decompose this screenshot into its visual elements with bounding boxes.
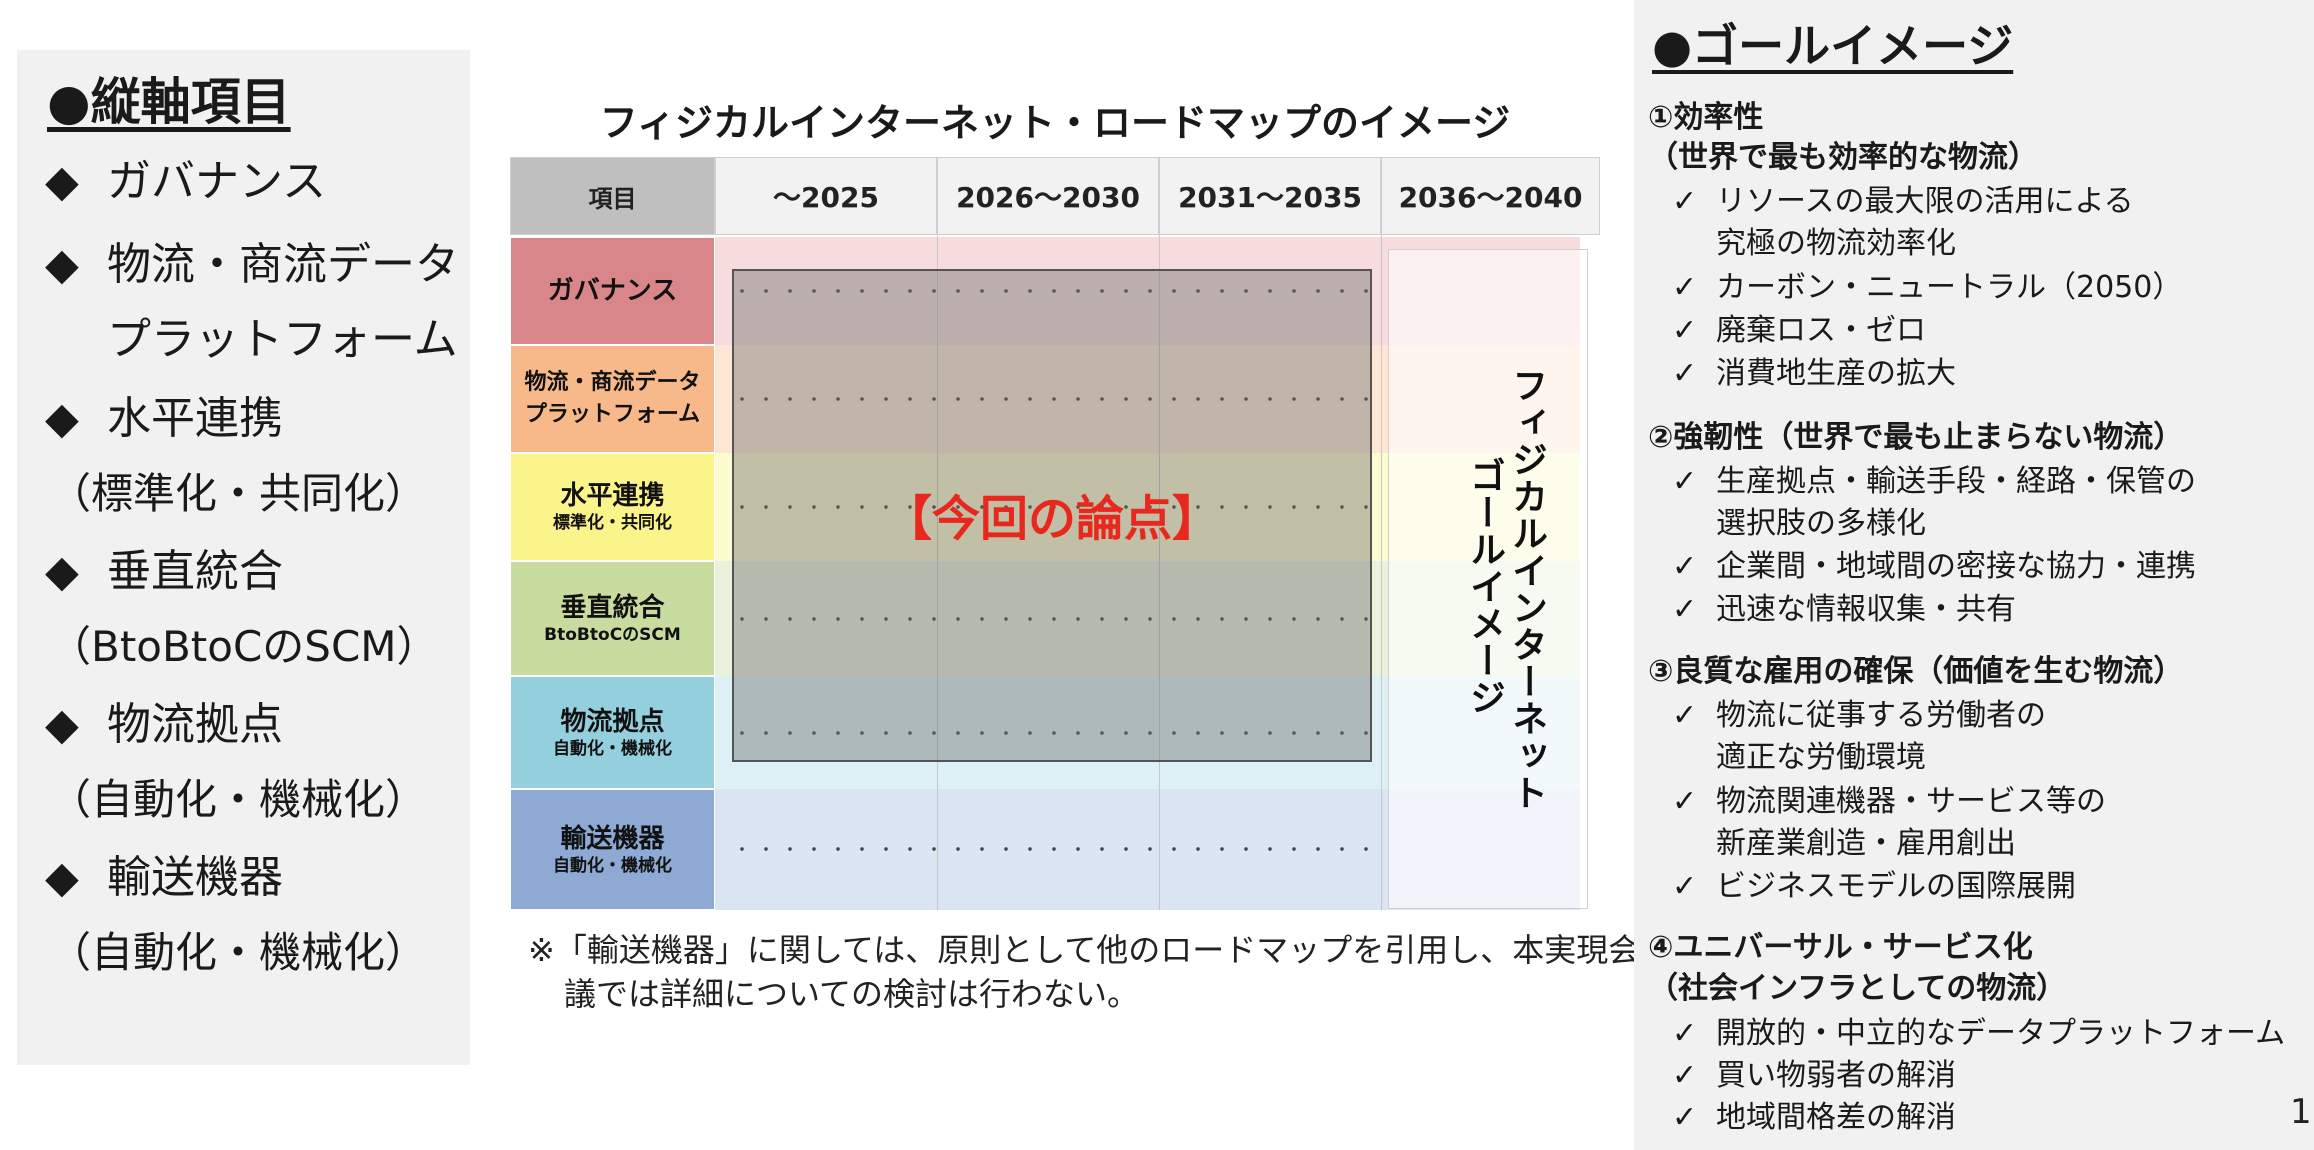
dotted-timeline [730,397,1378,401]
left-item-data-platform: ◆ 物流・商流データ [45,239,459,290]
goal-vertical-text-2: ゴールイメージ [1464,457,1505,716]
goal-list-item: ✓ 買い物弱者の解消 [1672,1058,1956,1093]
header-period-2030: 2026～2030 [937,157,1159,235]
check-icon: ✓ [1672,464,1698,499]
check-icon: ✓ [1672,784,1698,819]
header-item: 項目 [510,157,715,235]
dotted-timeline [730,289,1378,293]
left-panel: ●縦軸項目 ◆ ガバナンス ◆ 物流・商流データ プラットフォーム ◆ 水平連携 （標… [17,50,470,1065]
goal-list-item: ✓ 開放的・中立的なデータプラットフォーム [1672,1016,2286,1051]
dotted-timeline [730,731,1378,735]
check-icon: ✓ [1672,270,1698,305]
goal-image-column [1388,249,1588,909]
goal-list-item-cont: 新産業創造・雇用創出 [1716,826,2016,861]
section-heading-universal: ④ユニバーサル・サービス化 [1648,930,2033,965]
diamond-bullet-icon: ◆ [45,852,79,903]
diamond-bullet-icon: ◆ [45,546,79,597]
goal-list-item-cont: 究極の物流効率化 [1716,226,1956,261]
left-sub-logistics-hub: （自動化・機械化） [49,775,428,824]
row-label-data-platform: 物流・商流データ プラットフォーム [510,345,715,453]
left-item-transport: ◆ 輸送機器 [45,852,283,903]
column-divider [937,235,938,910]
goal-image-title: ●ゴールイメージ [1652,19,2014,73]
left-sub-transport: （自動化・機械化） [49,928,428,977]
left-sub-horizontal: （標準化・共同化） [49,469,428,518]
row-label-logistics-hub: 物流拠点 自動化・機械化 [510,676,715,789]
column-divider [1159,235,1160,910]
check-icon: ✓ [1672,1100,1698,1135]
diamond-bullet-icon: ◆ [45,156,79,207]
section-heading-efficiency-sub: （世界で最も効率的な物流） [1648,140,2038,175]
dotted-timeline [730,847,1378,851]
focus-area-box [732,269,1372,762]
goal-list-item-cont: 適正な労働環境 [1716,740,1926,775]
check-icon: ✓ [1672,698,1698,733]
row-label-governance: ガバナンス [510,237,715,345]
roadmap-note: ※「輸送機器」に関しては、原則として他のロードマップを引用し、本実現会 議では詳… [528,931,1641,1013]
goal-list-item: ✓ カーボン・ニュートラル（2050） [1672,270,2183,305]
section-heading-efficiency: ①効率性 [1648,100,1764,135]
check-icon: ✓ [1672,356,1698,391]
check-icon: ✓ [1672,184,1698,219]
column-divider [1381,235,1382,910]
check-icon: ✓ [1672,313,1698,348]
section-heading-employment: ③良質な雇用の確保（価値を生む物流） [1648,654,2184,689]
section-heading-resilience: ②強靭性（世界で最も止まらない物流） [1648,420,2184,455]
left-item-horizontal: ◆ 水平連携 [45,393,283,444]
left-sub-vertical: （BtoBtoCのSCM） [49,622,439,671]
row-label-vertical: 垂直統合 BtoBtoCのSCM [510,561,715,676]
row-label-horizontal: 水平連携 標準化・共同化 [510,453,715,561]
roadmap-grid: 項目 ～2025 2026～2030 2031～2035 2036～2040 ガ… [510,157,1600,910]
check-icon: ✓ [1672,1016,1698,1051]
header-period-2025: ～2025 [715,157,937,235]
goal-list-item: ✓ 生産拠点・輸送手段・経路・保管の [1672,464,2196,499]
check-icon: ✓ [1672,592,1698,627]
goal-list-item: ✓ 企業間・地域間の密接な協力・連携 [1672,549,2196,584]
goal-list-item: ✓ 物流関連機器・サービス等の [1672,784,2106,819]
goal-vertical-text-1: フィジカルインターネット [1506,367,1547,811]
check-icon: ✓ [1672,1058,1698,1093]
roadmap-title: フィジカルインターネット・ロードマップのイメージ [599,101,1511,145]
goal-list-item: ✓ 地域間格差の解消 [1672,1100,1956,1135]
check-icon: ✓ [1672,549,1698,584]
check-icon: ✓ [1672,869,1698,904]
left-item-logistics-hub: ◆ 物流拠点 [45,699,283,750]
goal-list-item: ✓ 物流に従事する労働者の [1672,698,2046,733]
left-item-governance: ◆ ガバナンス [45,156,327,207]
vertical-axis-title: ●縦軸項目 [47,73,291,131]
goal-list-item: ✓ ビジネスモデルの国際展開 [1672,869,2076,904]
dotted-timeline [730,617,1378,621]
header-period-2035: 2031～2035 [1159,157,1381,235]
goal-list-item: ✓ 消費地生産の拡大 [1672,356,1956,391]
focus-area-label: 【今回の論点】 [883,491,1220,547]
right-panel: ●ゴールイメージ ①効率性 （世界で最も効率的な物流） ✓ リソースの最大限の活用… [1634,0,2314,1150]
goal-list-item: ✓ 迅速な情報収集・共有 [1672,592,2016,627]
page-number: 1 [2290,1092,2312,1132]
goal-list-item: ✓ 廃棄ロス・ゼロ [1672,313,1926,348]
left-item-data-platform-line2: プラットフォーム [107,314,458,365]
goal-list-item-cont: 選択肢の多様化 [1716,506,1926,541]
goal-list-item: ✓ リソースの最大限の活用による [1672,184,2134,219]
section-heading-universal-sub: （社会インフラとしての物流） [1648,971,2067,1006]
dotted-timeline [730,505,1378,509]
diamond-bullet-icon: ◆ [45,699,79,750]
row-label-transport: 輸送機器 自動化・機械化 [510,789,715,910]
header-period-2040: 2036～2040 [1381,157,1600,235]
diamond-bullet-icon: ◆ [45,239,79,290]
diamond-bullet-icon: ◆ [45,393,79,444]
left-item-vertical: ◆ 垂直統合 [45,546,283,597]
